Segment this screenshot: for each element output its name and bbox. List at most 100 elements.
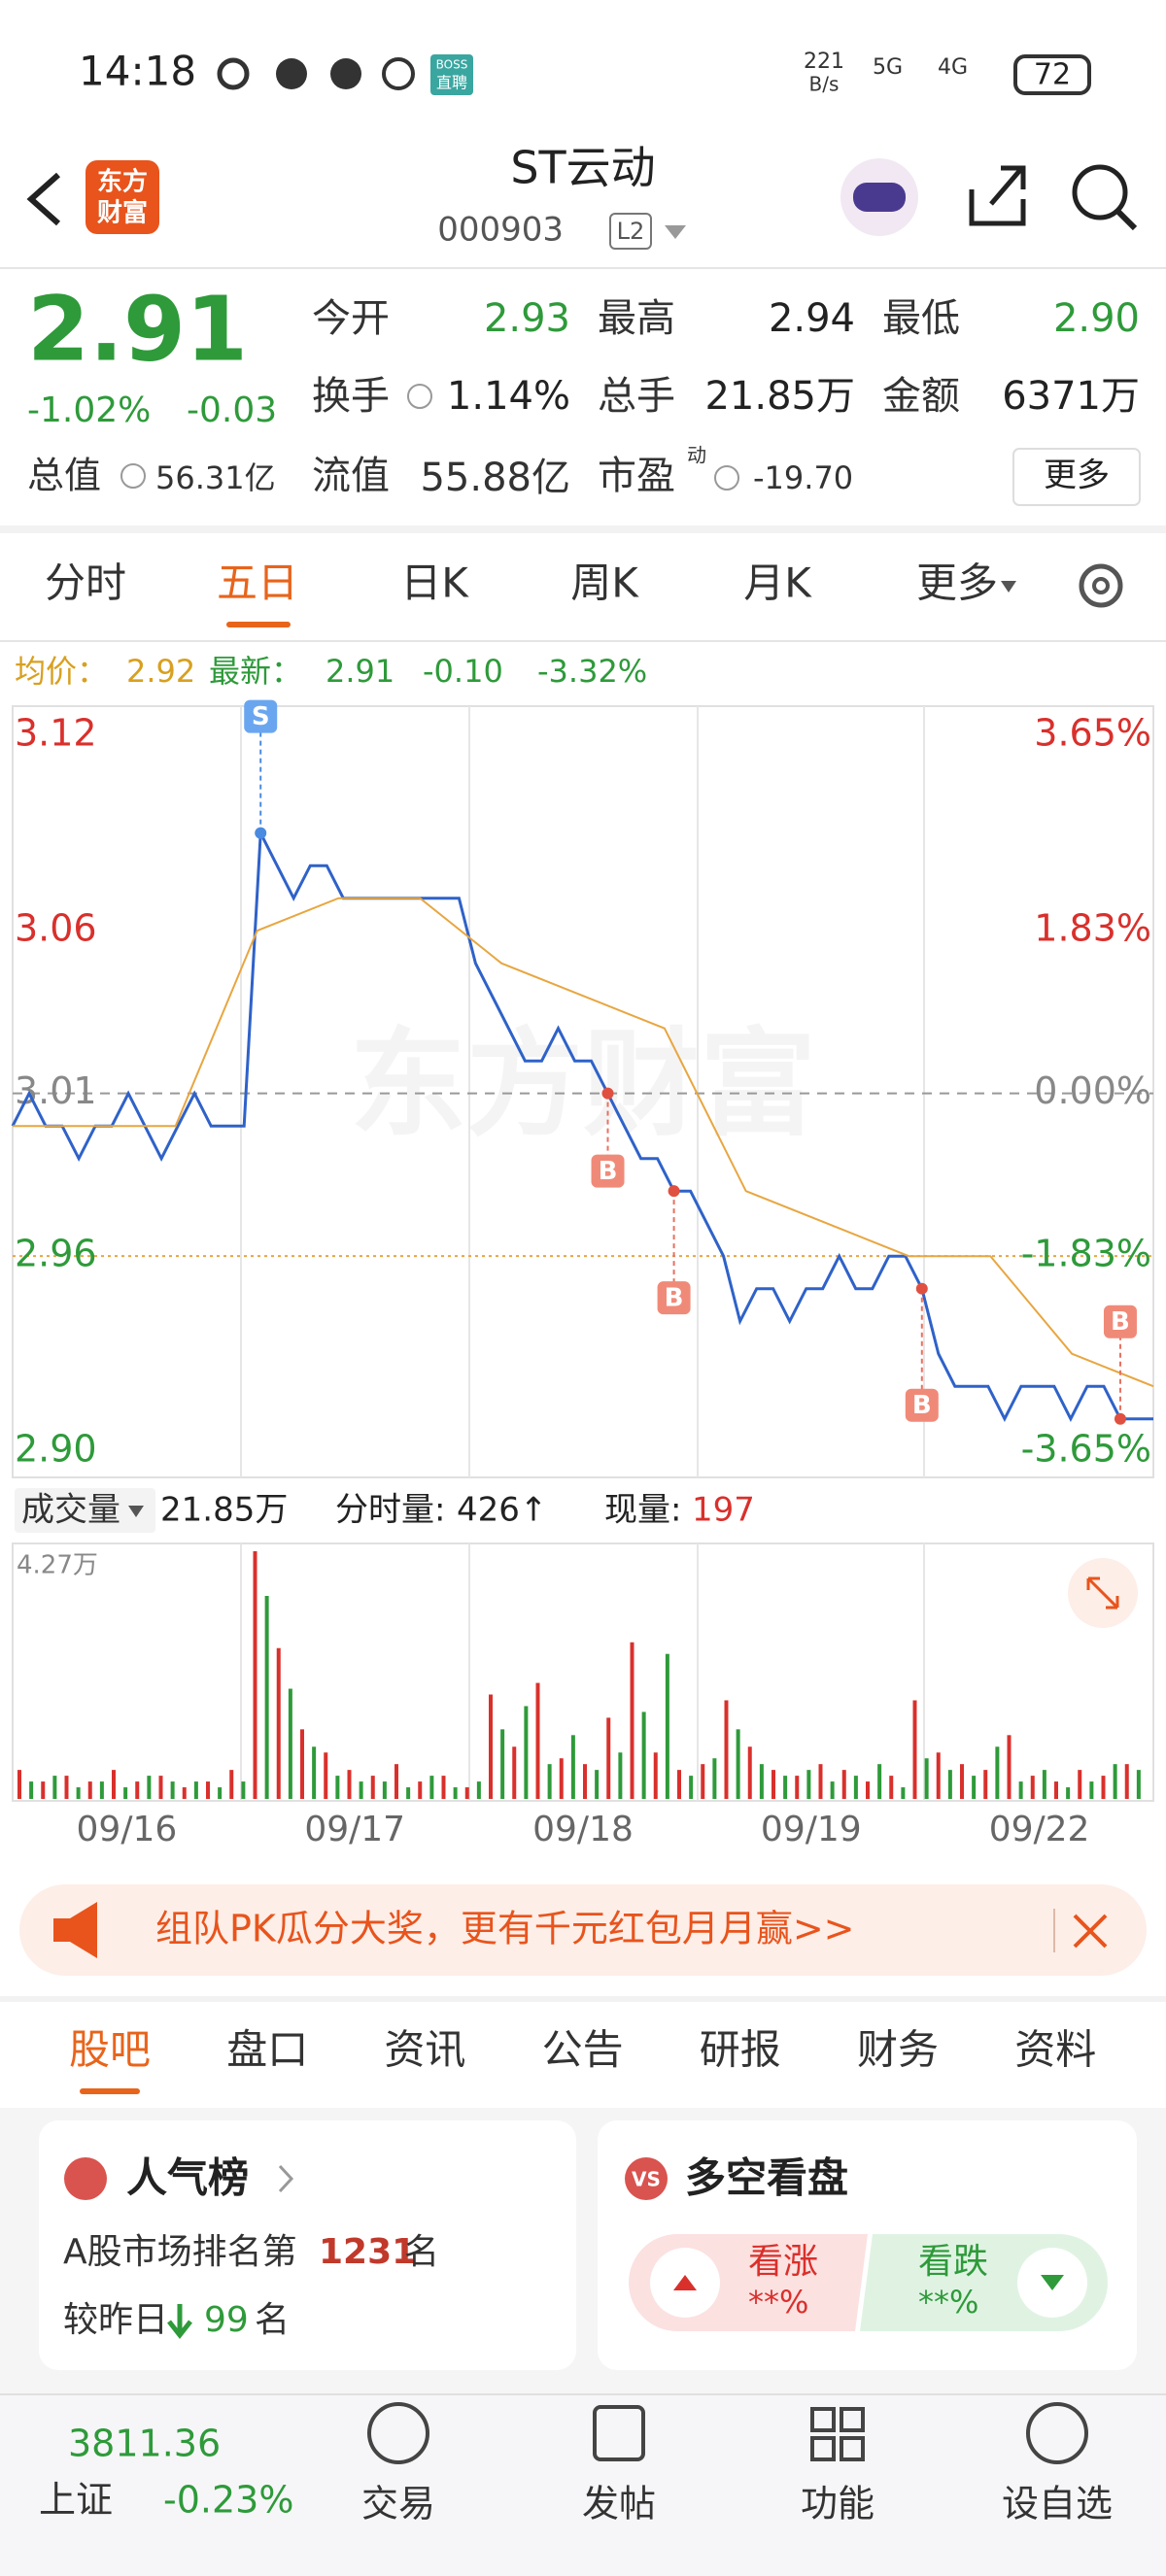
- price: 2.91: [27, 277, 248, 381]
- tab[interactable]: 月K: [743, 559, 812, 607]
- y-tick-label: 3.06: [15, 907, 97, 950]
- close[interactable]: [1073, 1914, 1108, 1949]
- tab[interactable]: 股吧: [69, 2026, 151, 2074]
- tab[interactable]: 公告: [542, 2026, 624, 2074]
- logo: [86, 160, 159, 234]
- search: [1115, 209, 1138, 231]
- index-name: 上证: [39, 2479, 113, 2522]
- field-label: 换手: [312, 374, 390, 419]
- volume-down: [995, 1746, 1000, 1799]
- volume-up: [394, 1764, 398, 1799]
- index-change: -0.23%: [163, 2479, 293, 2522]
- field-label: 总手: [598, 374, 675, 419]
- tab-indicator: [226, 622, 291, 627]
- signal-label: S: [252, 702, 270, 731]
- volume-select[interactable]: [15, 1488, 155, 1533]
- battery-level: 72: [1034, 58, 1071, 92]
- field-value: 2.90: [1053, 296, 1140, 341]
- volume-up: [512, 1746, 517, 1799]
- settings[interactable]: [1079, 563, 1123, 608]
- volume-up: [606, 1717, 611, 1799]
- logo-text: 东方: [97, 167, 148, 197]
- icon: [330, 58, 361, 89]
- search[interactable]: [1072, 164, 1128, 220]
- tab[interactable]: 周K: [570, 559, 639, 607]
- chevron: [278, 2164, 294, 2193]
- volume-up: [1054, 1781, 1058, 1799]
- bear-value: **%: [918, 2284, 978, 2321]
- volume-up: [772, 1770, 775, 1799]
- signal-badge: [591, 1154, 625, 1188]
- field-value: 2.94: [769, 296, 855, 341]
- x-tick-label: 09/18: [532, 1810, 634, 1849]
- tab[interactable]: 资讯: [384, 2026, 465, 2074]
- volume-up: [276, 1647, 281, 1799]
- volume-up: [983, 1770, 988, 1799]
- volume-label: 成交量: [21, 1491, 120, 1530]
- nav-item[interactable]: 发帖: [582, 2483, 656, 2525]
- down-arrow: [167, 2304, 192, 2340]
- avg: 2.92: [126, 653, 195, 690]
- volume-up: [370, 1776, 375, 1799]
- nav-item[interactable]: 交易: [361, 2483, 435, 2525]
- info[interactable]: [120, 463, 146, 489]
- tab[interactable]: 更多: [916, 559, 998, 607]
- volume-down: [29, 1781, 34, 1799]
- period-tabs: 分时 五日 日K 周K 月K 更多: [45, 559, 1016, 627]
- banner[interactable]: [19, 1884, 1147, 1976]
- info[interactable]: [407, 384, 432, 409]
- volume-up: [418, 1781, 423, 1799]
- volume-down: [1113, 1764, 1117, 1799]
- signal-dot: [1114, 1412, 1126, 1425]
- volume-down: [241, 1781, 246, 1799]
- tab[interactable]: 财务: [857, 2026, 939, 2074]
- y-tick-label: 2.96: [15, 1233, 97, 1275]
- volume-down: [500, 1729, 505, 1799]
- share[interactable]: [969, 165, 1026, 226]
- field-value: 55.88亿: [420, 456, 570, 500]
- info[interactable]: [714, 465, 739, 491]
- rank-suffix: 名: [404, 2232, 439, 2272]
- volume-down: [618, 1752, 623, 1799]
- signal-dot: [601, 1087, 614, 1100]
- tab[interactable]: 资料: [1014, 2026, 1096, 2074]
- volume-down: [830, 1781, 835, 1799]
- volume-down: [52, 1776, 57, 1799]
- volume-up: [841, 1770, 846, 1799]
- y2-tick-label: 1.83%: [1034, 907, 1151, 950]
- volume-up: [41, 1781, 46, 1799]
- card[interactable]: [39, 2120, 576, 2370]
- date-axis: 09/16 09/17 09/18 09/19 09/22: [77, 1810, 1090, 1849]
- battery: [1013, 54, 1091, 95]
- volume-down: [759, 1764, 764, 1799]
- dropdown[interactable]: [665, 225, 686, 239]
- tab[interactable]: 五日: [217, 559, 298, 607]
- tab[interactable]: 研报: [700, 2026, 781, 2074]
- volume-up: [324, 1752, 328, 1799]
- settings: [1092, 577, 1110, 594]
- icon: [217, 57, 250, 90]
- time: 14:18: [79, 48, 196, 95]
- volume-up: [229, 1770, 234, 1799]
- volume-up: [535, 1682, 540, 1799]
- card-title: 人气榜: [126, 2154, 249, 2202]
- field-label: 市盈: [598, 454, 675, 498]
- volume-down: [665, 1653, 669, 1799]
- nav-item[interactable]: 功能: [801, 2483, 874, 2525]
- more-button[interactable]: [1012, 448, 1141, 506]
- index-value[interactable]: 3811.36: [68, 2423, 221, 2465]
- volume-up: [1030, 1776, 1035, 1799]
- tab[interactable]: 盘口: [226, 2026, 308, 2074]
- tab[interactable]: 分时: [45, 559, 126, 607]
- back-button[interactable]: [26, 172, 60, 226]
- field-value: -19.70: [753, 459, 853, 496]
- tab[interactable]: 日K: [400, 559, 469, 607]
- signal-badge: [244, 699, 278, 733]
- field-sup: 动: [687, 444, 706, 467]
- latest-change: -0.10: [423, 653, 503, 690]
- field-label: 今开: [312, 296, 390, 341]
- nav-item[interactable]: 设自选: [1002, 2483, 1113, 2525]
- divider: [0, 525, 1166, 533]
- func-icon: [840, 2436, 865, 2461]
